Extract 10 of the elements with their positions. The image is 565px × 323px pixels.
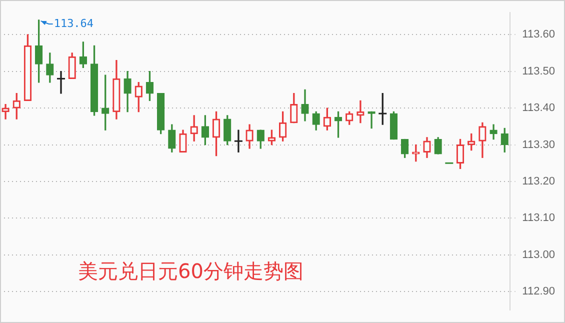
y-tick-label: 113.20 [522,176,555,188]
annotation: 113.64 [54,16,94,30]
y-tick-label: 113.00 [522,248,555,261]
y-tick-label: 112.90 [522,286,555,298]
text: 美元兑日元60分钟走势图 [78,258,304,285]
y-tick-label: 113.10 [522,212,555,224]
y-tick-label: 113.40 [522,102,555,114]
y-tick-label: 113.30 [522,138,555,151]
y-tick-label: 113.60 [522,28,555,41]
y-tick-label: 113.50 [522,65,555,78]
